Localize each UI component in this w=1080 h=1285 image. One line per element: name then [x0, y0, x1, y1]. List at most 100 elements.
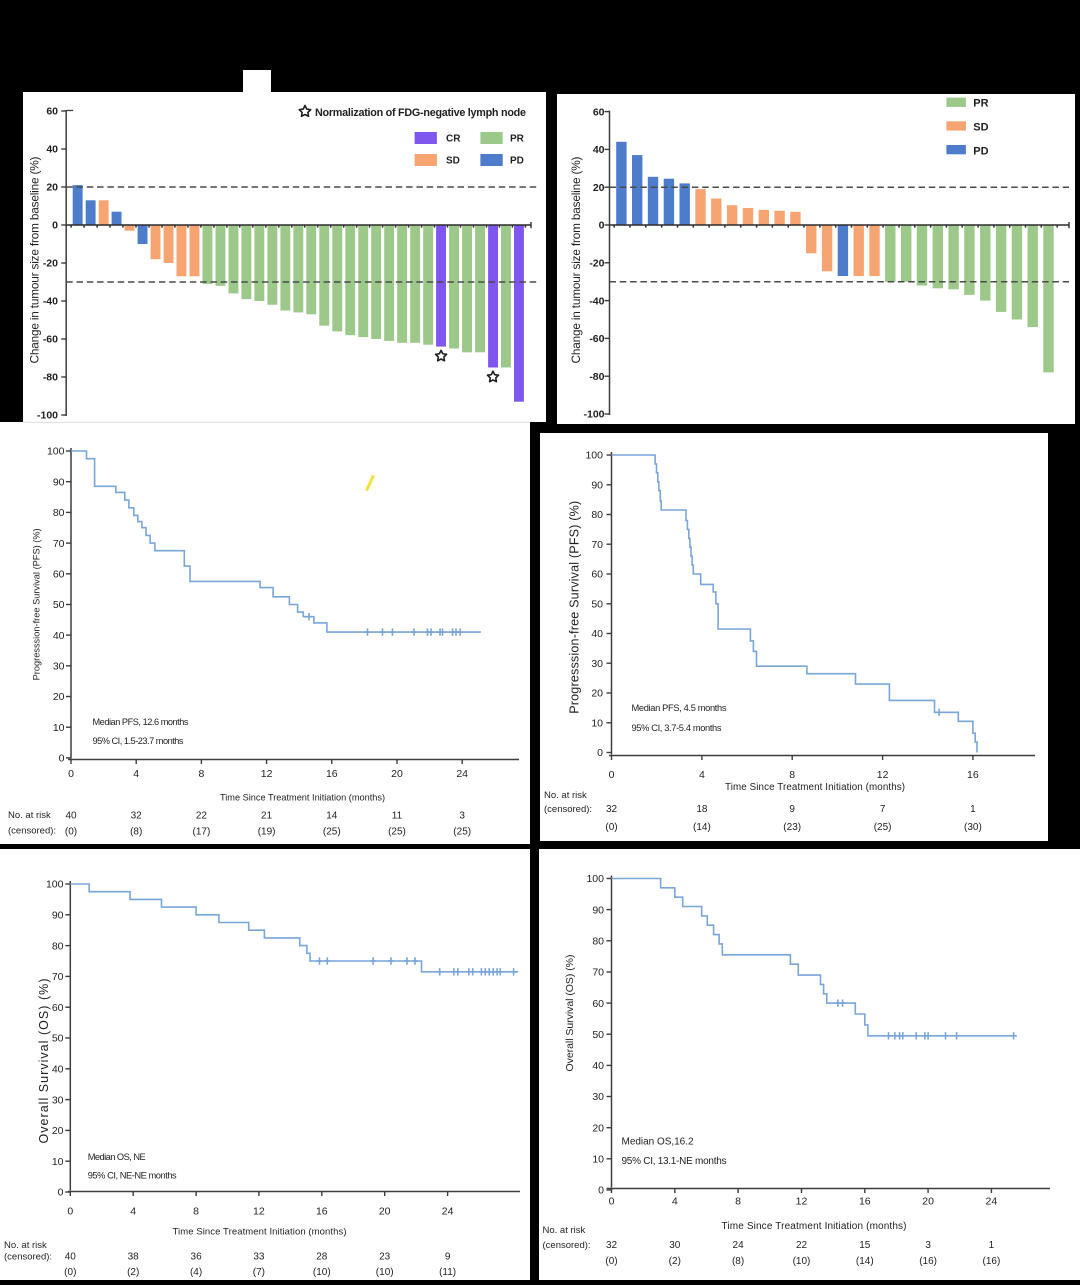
svg-text:PR: PR [510, 134, 525, 145]
svg-text:20: 20 [922, 1196, 934, 1208]
svg-text:14: 14 [326, 811, 338, 822]
svg-text:90: 90 [53, 476, 65, 488]
svg-text:-40: -40 [589, 295, 604, 307]
svg-text:PR: PR [973, 97, 988, 109]
svg-text:24: 24 [986, 1196, 998, 1208]
svg-text:24: 24 [456, 768, 468, 780]
svg-text:1: 1 [989, 1240, 995, 1251]
svg-text:40: 40 [52, 1064, 64, 1076]
svg-text:(censored):: (censored): [544, 804, 592, 815]
svg-text:100: 100 [585, 450, 603, 462]
svg-text:0: 0 [67, 1206, 73, 1218]
svg-text:0: 0 [68, 768, 74, 780]
svg-text:(8): (8) [130, 827, 142, 838]
svg-text:(4): (4) [190, 1267, 202, 1278]
svg-text:20: 20 [379, 1206, 391, 1218]
svg-text:60: 60 [46, 106, 58, 118]
svg-text:(censored):: (censored): [543, 1240, 591, 1251]
svg-text:CR: CR [446, 134, 461, 145]
svg-text:(0): (0) [605, 822, 617, 833]
svg-text:8: 8 [198, 768, 204, 780]
svg-text:10: 10 [592, 1154, 604, 1166]
svg-text:24: 24 [442, 1206, 454, 1218]
svg-text:Progresssion-free Survival (PF: Progresssion-free Survival (PFS) (%) [567, 501, 581, 714]
svg-text:40: 40 [592, 1060, 604, 1072]
svg-text:(11): (11) [439, 1267, 456, 1278]
svg-text:95% CI, 13.1-NE months: 95% CI, 13.1-NE months [622, 1156, 727, 1167]
svg-text:SD: SD [446, 156, 460, 167]
svg-text:70: 70 [52, 971, 64, 983]
svg-text:Time Since Treatment Initiatio: Time Since Treatment Initiation (months) [722, 1221, 907, 1232]
svg-text:30: 30 [669, 1240, 681, 1251]
svg-text:22: 22 [196, 811, 208, 822]
svg-text:8: 8 [735, 1196, 741, 1208]
svg-text:-100: -100 [583, 409, 604, 421]
svg-text:30: 30 [591, 658, 603, 670]
svg-text:10: 10 [52, 1156, 64, 1168]
svg-text:8: 8 [789, 769, 795, 781]
svg-text:Normalization of FDG-negative: Normalization of FDG-negative lymph node [315, 107, 526, 119]
svg-text:20: 20 [52, 1125, 64, 1137]
svg-text:Median OS, NE: Median OS, NE [88, 1152, 146, 1162]
svg-text:Change in tumour size from bas: Change in tumour size from baseline (%) [569, 156, 583, 363]
svg-text:32: 32 [606, 804, 618, 815]
svg-text:50: 50 [53, 599, 65, 611]
svg-text:36: 36 [191, 1252, 203, 1263]
svg-text:60: 60 [53, 569, 65, 581]
svg-text:4: 4 [133, 768, 139, 780]
svg-text:No. at risk: No. at risk [543, 1225, 586, 1236]
svg-text:(16): (16) [983, 1256, 1001, 1267]
svg-text:23: 23 [379, 1252, 391, 1263]
svg-text:(8): (8) [732, 1256, 744, 1267]
svg-text:90: 90 [591, 479, 603, 491]
svg-text:12: 12 [253, 1206, 265, 1218]
svg-text:3: 3 [925, 1240, 931, 1251]
svg-text:20: 20 [593, 182, 605, 194]
svg-text:30: 30 [592, 1091, 604, 1103]
svg-text:80: 80 [591, 509, 603, 521]
svg-text:-60: -60 [43, 334, 58, 346]
svg-text:(7): (7) [253, 1267, 265, 1278]
svg-text:40: 40 [53, 630, 65, 642]
svg-text:80: 80 [52, 940, 64, 952]
svg-text:18: 18 [696, 804, 708, 815]
svg-text:(14): (14) [856, 1256, 874, 1267]
svg-text:50: 50 [592, 1029, 604, 1041]
svg-text:12: 12 [261, 768, 273, 780]
svg-text:40: 40 [591, 628, 603, 640]
svg-text:12: 12 [877, 769, 889, 781]
svg-text:0: 0 [59, 753, 65, 765]
svg-text:28: 28 [316, 1252, 328, 1263]
svg-text:0: 0 [609, 1196, 615, 1208]
svg-text:(17): (17) [193, 827, 211, 838]
svg-text:20: 20 [53, 691, 65, 703]
svg-text:80: 80 [53, 507, 65, 519]
svg-text:Progresssion-free Survival (PF: Progresssion-free Survival (PFS) (%) [32, 528, 42, 680]
svg-text:20: 20 [391, 768, 403, 780]
svg-text:Overall Survival (OS) (%): Overall Survival (OS) (%) [37, 979, 51, 1144]
svg-text:(10): (10) [793, 1256, 811, 1267]
svg-text:16: 16 [859, 1196, 871, 1208]
svg-text:-20: -20 [43, 258, 58, 270]
svg-text:(25): (25) [874, 822, 892, 833]
svg-text:0: 0 [597, 747, 603, 759]
svg-text:30: 30 [52, 1094, 64, 1106]
svg-text:PD: PD [973, 145, 988, 157]
svg-text:0: 0 [52, 220, 58, 232]
svg-text:Overall Survival (OS) (%): Overall Survival (OS) (%) [564, 955, 576, 1072]
svg-text:60: 60 [52, 1002, 64, 1014]
svg-text:Median PFS, 4.5 months: Median PFS, 4.5 months [632, 703, 727, 713]
svg-text:8: 8 [193, 1206, 199, 1218]
svg-text:-60: -60 [589, 333, 604, 345]
svg-text:(0): (0) [65, 827, 77, 838]
svg-text:-40: -40 [43, 296, 58, 308]
svg-text:3: 3 [459, 811, 465, 822]
svg-text:Time Since Treatment Initiatio: Time Since Treatment Initiation (months) [220, 793, 385, 803]
svg-text:(0): (0) [605, 1256, 617, 1267]
svg-text:(23): (23) [783, 822, 801, 833]
svg-text:0: 0 [598, 1185, 604, 1197]
svg-text:21: 21 [261, 811, 273, 822]
svg-text:15: 15 [859, 1240, 871, 1251]
svg-text:Time Since Treatment Initiatio: Time Since Treatment Initiation (months) [173, 1227, 347, 1238]
svg-text:Median PFS, 12.6 months: Median PFS, 12.6 months [93, 717, 189, 727]
